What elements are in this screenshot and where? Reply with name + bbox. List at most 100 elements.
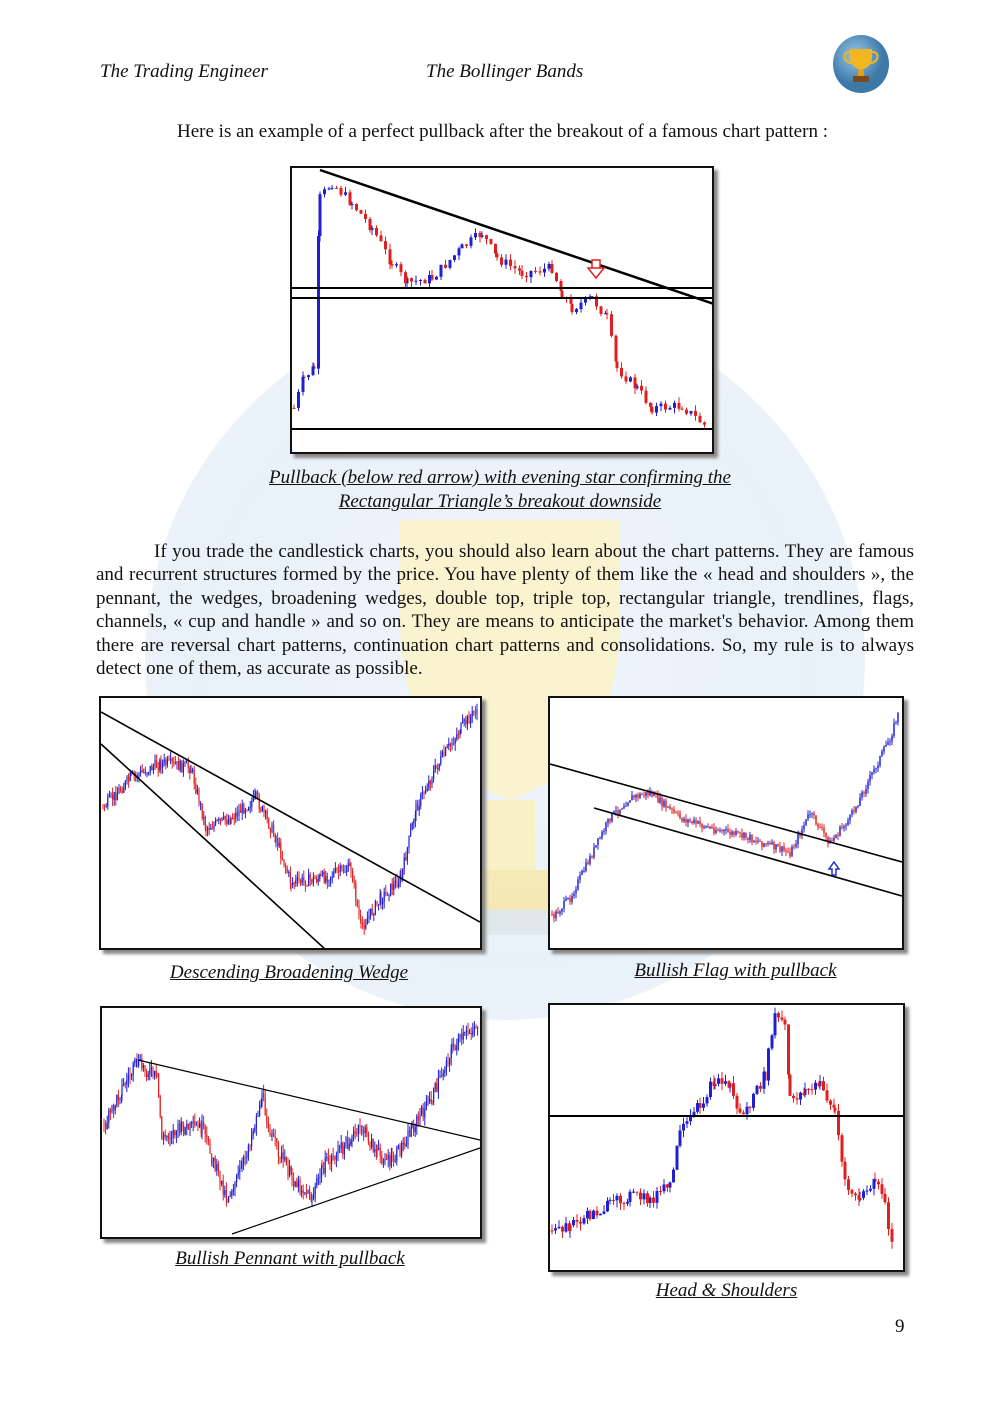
- candle: [473, 711, 475, 713]
- candle: [685, 818, 687, 823]
- candle: [208, 828, 210, 830]
- candle: [631, 795, 633, 801]
- candle: [751, 834, 753, 843]
- candle: [425, 1101, 427, 1109]
- candle: [403, 857, 405, 869]
- candle: [459, 732, 461, 735]
- candle: [102, 805, 104, 807]
- candle: [142, 1065, 144, 1069]
- candle: [675, 1145, 679, 1170]
- candle: [717, 1078, 720, 1084]
- candle: [400, 874, 402, 879]
- candle: [869, 1188, 872, 1191]
- candle: [748, 1106, 752, 1108]
- candle: [447, 1060, 449, 1065]
- candle: [115, 792, 117, 801]
- candle: [875, 768, 877, 770]
- candle: [140, 770, 142, 774]
- candle: [655, 406, 658, 413]
- candle: [150, 1068, 152, 1070]
- candle: [861, 792, 863, 798]
- candle: [799, 1092, 802, 1100]
- candle: [579, 874, 581, 880]
- candle: [551, 914, 553, 916]
- candle: [396, 1148, 398, 1161]
- candle: [373, 914, 375, 916]
- candle: [880, 1184, 884, 1194]
- candle: [326, 1156, 328, 1158]
- candle: [317, 878, 319, 882]
- candle: [444, 1070, 446, 1073]
- candle: [276, 1137, 278, 1143]
- candle: [779, 846, 781, 852]
- candle: [359, 210, 363, 214]
- candle: [595, 296, 598, 307]
- candle: [611, 813, 613, 822]
- candle: [689, 411, 693, 414]
- candle: [783, 846, 785, 851]
- candle: [290, 883, 292, 886]
- candle: [568, 1223, 571, 1231]
- candle: [717, 830, 719, 832]
- candle: [667, 806, 669, 808]
- candle: [343, 1145, 345, 1155]
- candle: [120, 788, 122, 791]
- candle: [378, 1147, 380, 1149]
- candle: [371, 908, 373, 915]
- candle: [477, 1027, 479, 1029]
- candle: [379, 1147, 381, 1156]
- candle: [394, 1160, 396, 1162]
- candle: [248, 807, 250, 811]
- candle: [375, 1149, 377, 1152]
- candle: [108, 795, 110, 797]
- candle: [307, 375, 310, 378]
- candle: [745, 1106, 749, 1115]
- candle: [106, 1122, 108, 1130]
- candle: [677, 402, 681, 409]
- candle: [121, 1084, 123, 1095]
- candle: [792, 1095, 795, 1099]
- candle: [314, 1186, 316, 1195]
- candle: [252, 795, 254, 802]
- candle: [429, 1099, 431, 1101]
- candle: [218, 818, 220, 821]
- candle: [435, 765, 437, 768]
- candle: [669, 806, 671, 809]
- candle: [281, 857, 283, 860]
- candle: [420, 794, 422, 806]
- candle: [273, 824, 275, 835]
- candle: [292, 882, 294, 886]
- candle: [743, 832, 745, 838]
- candle: [698, 1103, 702, 1108]
- candle: [555, 911, 557, 919]
- candle: [321, 1165, 323, 1177]
- candle: [339, 865, 341, 873]
- candle: [759, 1085, 762, 1089]
- candle: [835, 835, 837, 838]
- candle: [434, 1083, 436, 1090]
- candle: [284, 1157, 286, 1160]
- candle: [723, 829, 725, 832]
- candle: [164, 1134, 166, 1137]
- main-chart-image: [290, 166, 714, 454]
- candle: [287, 1165, 289, 1176]
- candle: [344, 871, 346, 873]
- candle: [224, 1190, 226, 1195]
- candle: [289, 1166, 291, 1176]
- candle: [390, 883, 392, 896]
- candle: [685, 409, 688, 414]
- candle: [258, 796, 260, 810]
- candle: [525, 275, 528, 278]
- candle: [621, 808, 623, 810]
- candle: [290, 1166, 292, 1171]
- candle: [146, 772, 148, 775]
- candle: [200, 1123, 202, 1134]
- candle: [635, 385, 639, 389]
- candle: [897, 712, 899, 723]
- candle: [324, 1157, 326, 1173]
- candle: [595, 1210, 599, 1216]
- candle: [478, 232, 482, 237]
- candle: [453, 743, 455, 745]
- candle: [384, 241, 387, 250]
- candle: [689, 1115, 692, 1122]
